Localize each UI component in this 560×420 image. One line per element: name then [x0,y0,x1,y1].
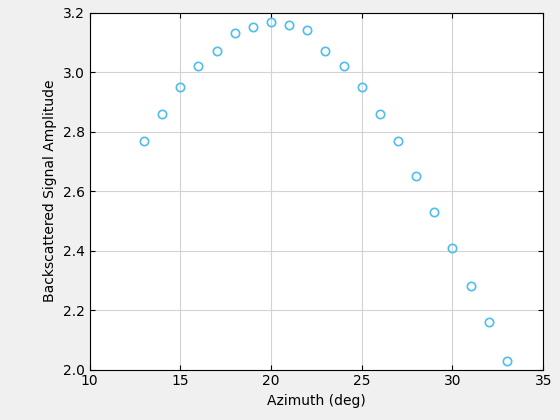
Y-axis label: Backscattered Signal Amplitude: Backscattered Signal Amplitude [43,80,57,302]
X-axis label: Azimuth (deg): Azimuth (deg) [267,394,366,408]
